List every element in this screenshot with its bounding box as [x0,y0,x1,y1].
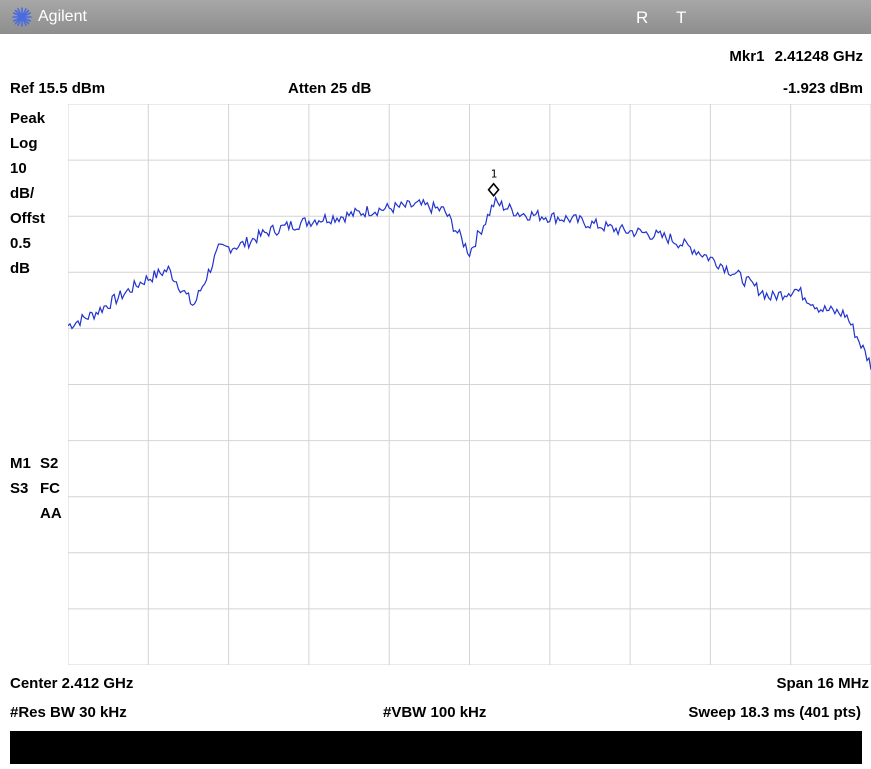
offset-unit: dB [10,260,30,277]
flag-row: M1 S2 [10,451,66,476]
marker-number: 1 [491,168,498,181]
spectrum-display: 1 [68,104,871,665]
brand-name: Agilent [38,8,87,25]
flag-m1: M1 [10,455,31,472]
center-frequency: Center 2.412 GHz [10,675,134,692]
flag-aa: AA [40,505,62,522]
flag-row: S3 FC [10,476,66,501]
spectrum-trace [68,195,871,370]
brand: Agilent [12,6,87,28]
marker-label: Mkr1 [729,48,765,65]
marker-readout: Mkr1 2.41248 GHz [723,48,863,65]
resolution-bandwidth: #Res BW 30 kHz [10,704,127,721]
flag-fc: FC [40,480,60,497]
span: Span 16 MHz [776,675,869,692]
agilent-logo-icon [12,7,32,27]
video-bandwidth: #VBW 100 kHz [383,704,487,721]
graticule [68,104,871,665]
marker-amplitude: -1.923 dBm [782,80,863,97]
offset-value: 0.5 [10,235,31,252]
scale-type: Log [10,135,38,152]
offset-label: Offst [10,210,45,227]
scale-value: 10 [10,160,27,177]
status-flags: M1 S2 S3 FC AA [10,451,66,526]
flag-s3: S3 [10,480,29,497]
scale-detector: Peak [10,110,46,127]
sweep-time: Sweep 18.3 ms (401 pts) [688,704,861,721]
flag-s2: S2 [40,455,59,472]
scale-info: Peak Log 10 dB/ Offst 0.5 dB [10,106,45,281]
marker-1: 1 [487,168,500,197]
marker-frequency: 2.41248 GHz [774,48,863,65]
scale-unit: dB/ [10,185,35,202]
flag-row: AA [10,501,66,526]
marker-diamond-icon [487,182,500,197]
message-bar [10,731,862,764]
attenuation: Atten 25 dB [288,80,372,97]
ref-level: Ref 15.5 dBm [10,80,106,97]
remote-status: R [636,8,649,27]
title-bar: Agilent R T [0,0,871,34]
trigger-status: T [676,8,687,27]
